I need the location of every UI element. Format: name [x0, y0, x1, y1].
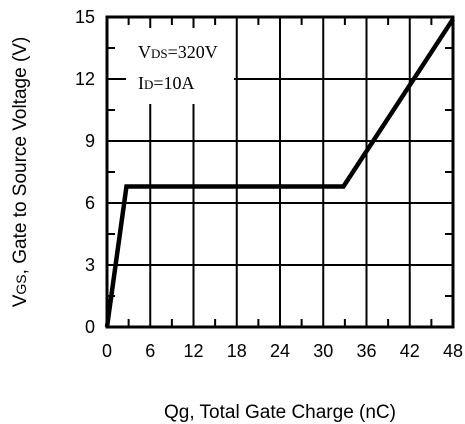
x-tick-label: 36 — [356, 341, 376, 361]
series-layer — [104, 17, 455, 328]
x-tick-label: 42 — [400, 341, 420, 361]
y-axis-title: VGS, Gate to Source Voltage (V) — [10, 37, 31, 308]
x-axis-title: Qg, Total Gate Charge (nC) — [164, 402, 396, 423]
y-tick-label: 12 — [75, 69, 95, 89]
y-tick-label: 15 — [75, 7, 95, 27]
annotation-box — [126, 28, 234, 104]
series-line — [104, 17, 455, 328]
x-tick-label: 6 — [145, 341, 155, 361]
id-annotation: ID=10A — [138, 73, 195, 93]
x-tick-label: 12 — [183, 341, 203, 361]
y-tick-label: 3 — [85, 255, 95, 275]
x-tick-label: 0 — [102, 341, 112, 361]
x-tick-label: 24 — [270, 341, 290, 361]
plot-frame — [105, 15, 455, 329]
y-tick-label: 6 — [85, 193, 95, 213]
y-tick-label: 9 — [85, 131, 95, 151]
x-tick-label: 18 — [227, 341, 247, 361]
vds-annotation: VDS=320V — [138, 42, 218, 62]
x-tick-label: 48 — [443, 341, 463, 361]
y-tick-label: 0 — [85, 317, 95, 337]
x-tick-label: 30 — [313, 341, 333, 361]
